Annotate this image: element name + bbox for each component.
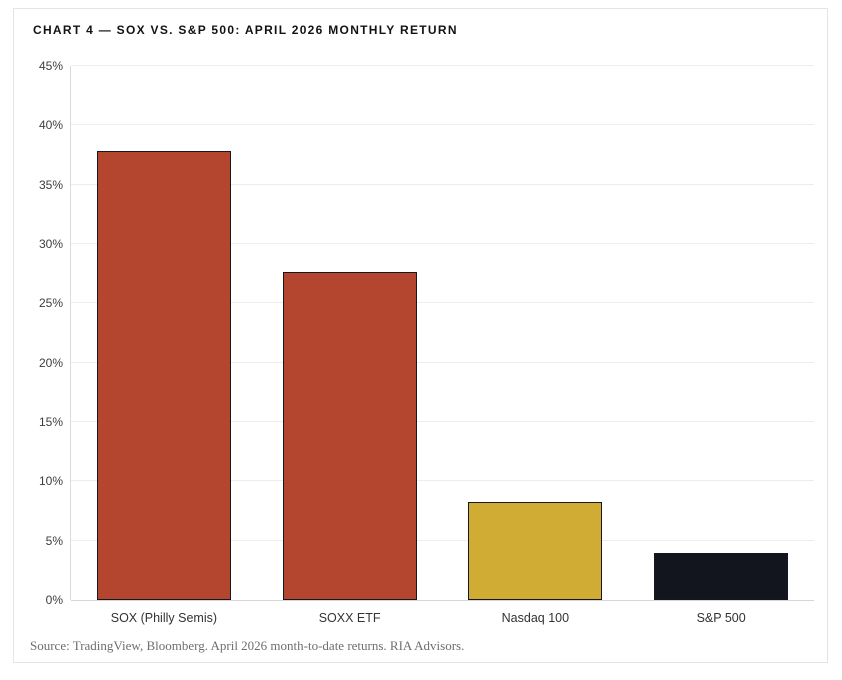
x-axis-label: S&P 500 (696, 611, 746, 625)
y-tick-label: 0% (45, 593, 63, 607)
y-tick-label: 30% (38, 237, 63, 251)
x-axis-label: SOX (Philly Semis) (110, 611, 218, 625)
chart-card: CHART 4 — SOX VS. S&P 500: APRIL 2026 MO… (13, 8, 828, 663)
gridline (71, 65, 814, 66)
bar-soxx-etf (283, 272, 417, 600)
y-tick-label: 35% (38, 177, 63, 192)
x-axis-label: SOXX ETF (318, 611, 381, 625)
source-note: Source: TradingView, Bloomberg. April 20… (30, 638, 465, 653)
plot-area: 0% 5% 10% 15% 20% 25% 30% 35% 40% 45% SOX (Philly … (39, 60, 814, 625)
y-tick-label: 20% (38, 355, 63, 370)
bar-nasdaq-100 (468, 502, 602, 600)
gridline (71, 183, 814, 185)
y-tick-label: 45% (38, 59, 63, 73)
gridline (71, 539, 814, 541)
bar-s-p-500 (654, 553, 788, 600)
gridline (71, 302, 814, 304)
gridline (71, 124, 814, 126)
bar-sox-philly-semis (97, 151, 231, 600)
y-tick-label: 5% (45, 533, 63, 548)
gridline (71, 243, 814, 244)
gridline (71, 361, 814, 363)
gridline (71, 600, 814, 601)
y-tick-label: 25% (38, 296, 63, 311)
chart-title: CHART 4 — SOX VS. S&P 500: APRIL 2026 MO… (33, 23, 458, 37)
y-tick-label: 15% (38, 415, 63, 429)
gridline (71, 421, 814, 422)
gridline (71, 480, 814, 482)
y-tick-label: 40% (38, 118, 63, 133)
y-tick-label: 10% (38, 474, 63, 489)
x-axis-label: Nasdaq 100 (501, 611, 570, 625)
